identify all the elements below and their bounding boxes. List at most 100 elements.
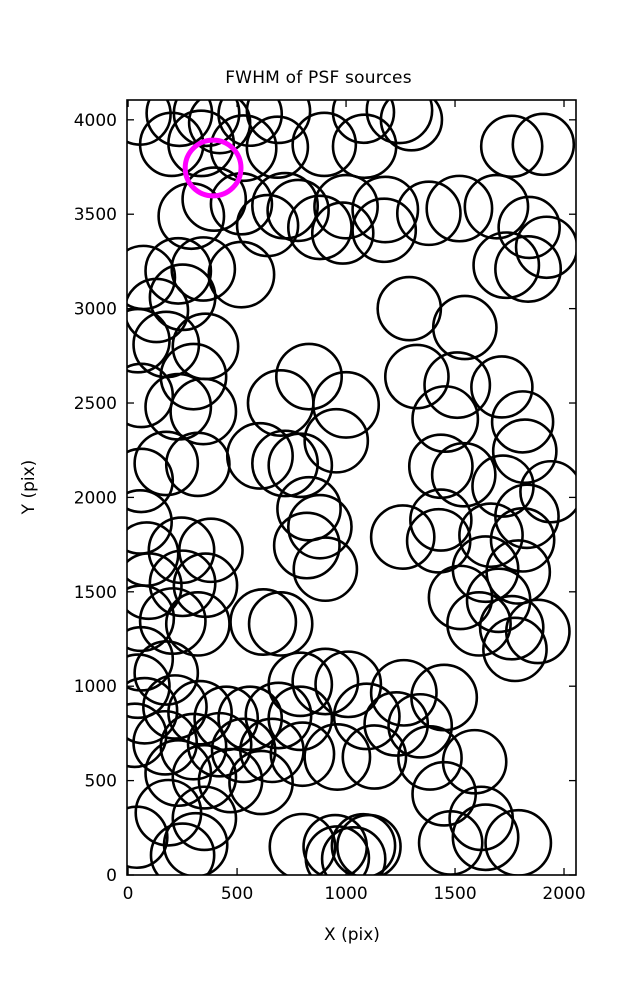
- psf-source-circle: [303, 723, 372, 791]
- psf-source-circle: [363, 691, 430, 757]
- y-axis-label: Y (pix): [19, 460, 39, 516]
- psf-source-circle: [127, 584, 176, 653]
- x-axis-label: X (pix): [324, 925, 380, 945]
- y-tick-label: 2000: [74, 488, 117, 508]
- psf-source-circle: [292, 536, 359, 603]
- psf-source-circle: [144, 236, 213, 305]
- psf-source-circle: [489, 506, 556, 573]
- axes-ticks: [127, 100, 576, 876]
- psf-source-circle: [320, 826, 387, 875]
- psf-source-circle: [127, 447, 175, 514]
- psf-source-circle: [519, 459, 576, 524]
- psf-source-circle: [144, 739, 213, 808]
- psf-source-circle: [133, 640, 200, 706]
- psf-source-circle: [169, 377, 238, 446]
- psf-source-circle: [210, 717, 277, 784]
- psf-source-circle: [133, 430, 200, 497]
- psf-source-circle: [170, 236, 237, 302]
- psf-source-circle: [127, 805, 169, 870]
- psf-source-circle: [491, 418, 558, 485]
- psf-source-circle: [511, 112, 576, 177]
- psf-source-circle: [127, 676, 179, 745]
- axes-spines: [126, 99, 577, 876]
- psf-source-circle: [504, 598, 571, 665]
- x-tick-label: 1000: [324, 884, 367, 904]
- selected-circle-layer[interactable]: [182, 137, 244, 199]
- psf-source-circle: [171, 743, 238, 810]
- psf-source-circle: [197, 747, 264, 814]
- psf-source-circle: [411, 385, 480, 454]
- psf-source-circle: [207, 240, 276, 309]
- selected-source-circle[interactable]: [182, 137, 244, 199]
- psf-source-circle: [127, 702, 168, 769]
- psf-source-circle: [303, 407, 370, 474]
- psf-source-circle: [383, 343, 450, 410]
- y-tick-label: 0: [106, 866, 117, 886]
- psf-source-circle: [312, 370, 381, 439]
- psf-source-circle: [387, 692, 454, 759]
- psf-source-circle: [269, 721, 336, 788]
- psf-source-circle: [376, 275, 443, 342]
- psf-source-circle: [351, 197, 418, 264]
- psf-source-circle: [431, 294, 498, 361]
- psf-source-circle: [149, 822, 216, 875]
- psf-source-circle: [497, 195, 561, 260]
- psf-source-circle: [484, 808, 553, 875]
- psf-source-circle: [430, 441, 497, 508]
- y-tick-label: 4000: [74, 111, 117, 131]
- psf-source-circle: [229, 588, 298, 657]
- x-tick-label: 500: [221, 884, 253, 904]
- psf-source-circle: [266, 178, 330, 243]
- psf-source-circle: [365, 100, 434, 145]
- psf-source-circle: [304, 825, 371, 875]
- psf-source-circle: [247, 591, 314, 657]
- y-tick-label: 3500: [74, 205, 117, 225]
- psf-source-circle: [225, 421, 294, 490]
- psf-source-circle: [336, 813, 402, 875]
- psf-source-circle: [217, 100, 284, 148]
- psf-source-circle: [369, 658, 438, 727]
- psf-source-circle: [172, 100, 241, 148]
- psf-source-circle: [272, 511, 341, 580]
- psf-source-circle: [275, 342, 343, 411]
- psf-source-circle: [314, 650, 383, 719]
- psf-source-circle: [478, 594, 545, 661]
- psf-source-circle: [423, 351, 492, 420]
- psf-source-circle: [410, 663, 479, 732]
- psf-source-circle: [330, 812, 397, 875]
- psf-source-circle: [313, 173, 379, 240]
- y-tick-label: 500: [85, 772, 117, 792]
- x-tick-label: 0: [123, 884, 134, 904]
- y-tick-label: 2500: [74, 394, 117, 414]
- psf-source-circle: [159, 342, 228, 411]
- psf-source-circle: [228, 749, 294, 816]
- psf-source-circle: [251, 429, 320, 498]
- axes-frame: [126, 99, 577, 876]
- psf-source-circle: [494, 483, 560, 550]
- psf-source-circle: [167, 109, 236, 178]
- psf-source-circle: [291, 647, 360, 716]
- psf-source-circle: [132, 709, 199, 776]
- psf-source-circle: [127, 277, 190, 344]
- source-circles-layer: [127, 100, 576, 875]
- psf-source-circle: [331, 100, 396, 145]
- psf-source-circle: [427, 564, 494, 631]
- psf-source-circle: [425, 174, 494, 243]
- psf-source-circle: [331, 113, 398, 180]
- psf-source-circle: [209, 114, 278, 183]
- psf-source-circle: [451, 535, 520, 604]
- psf-source-circle: [244, 681, 313, 750]
- psf-source-circle: [148, 549, 217, 618]
- psf-source-circle: [482, 616, 548, 683]
- psf-source-circle: [479, 114, 544, 179]
- x-tick-label: 2000: [542, 884, 585, 904]
- psf-source-circle: [397, 725, 463, 791]
- psf-source-circle: [332, 682, 401, 751]
- psf-source-circle: [472, 231, 541, 300]
- psf-source-circle: [351, 175, 420, 244]
- psf-source-circle: [341, 724, 408, 790]
- psf-source-circle: [268, 812, 337, 875]
- psf-source-circle: [451, 803, 520, 872]
